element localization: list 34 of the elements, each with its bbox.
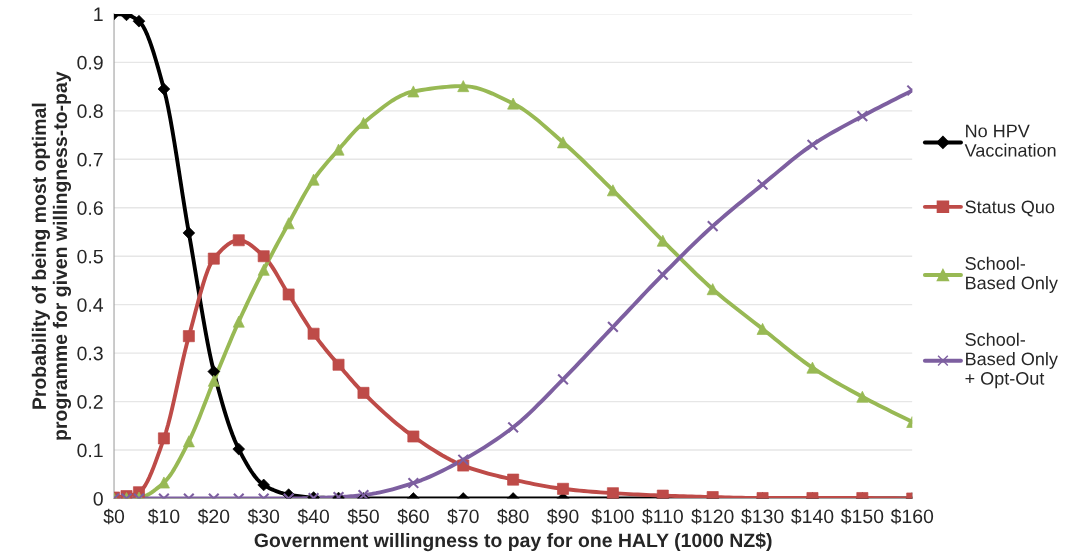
y-tick-label: 0.2 [77,395,103,409]
y-tick-label: 0.8 [77,104,103,119]
y-tick-label: 0.1 [77,443,103,458]
x-tick-label: $20 [197,508,230,525]
x-tick-label: $100 [591,508,634,525]
x-tick-label: $150 [840,508,884,525]
x-tick-label: $90 [547,508,579,525]
x-tick-label: $130 [741,508,784,525]
y-tick-label: 0.9 [77,55,103,70]
y-tick-label: 0 [93,491,103,506]
x-tick-label: $120 [691,508,734,525]
x-tick-label: $140 [791,508,834,525]
legend-label: School- Based Only [965,256,1058,293]
y-tick-label: 0.5 [77,249,103,264]
x-tick-label: $70 [447,508,479,525]
y-tick-label: 0.3 [77,346,103,361]
y-axis-title: Probability of being most optimal programme for given willingness-to-pay [31,71,72,440]
legend-label: Status Quo [965,200,1055,217]
x-tick-label: $0 [103,508,125,525]
x-axis-title: Government willingness to pay for one HALY (1000 NZ$) [254,532,772,552]
x-tick-label: $110 [642,508,683,525]
legend-label: School- Based Only + Opt-Out [965,332,1058,389]
x-tick-label: $80 [497,508,529,525]
y-tick-label: 1 [94,7,103,21]
x-tick-label: $60 [397,508,429,525]
y-tick-label: 0.7 [77,152,103,167]
x-tick-label: $10 [147,508,180,525]
y-tick-label: 0.6 [77,201,103,215]
y-tick-label: 0.4 [77,298,104,312]
x-tick-label: $40 [297,508,330,525]
legend-label: No HPV Vaccination [964,124,1056,157]
x-tick-label: $160 [890,508,934,525]
x-tick-label: $30 [247,508,280,525]
x-tick-label: $50 [347,508,379,525]
